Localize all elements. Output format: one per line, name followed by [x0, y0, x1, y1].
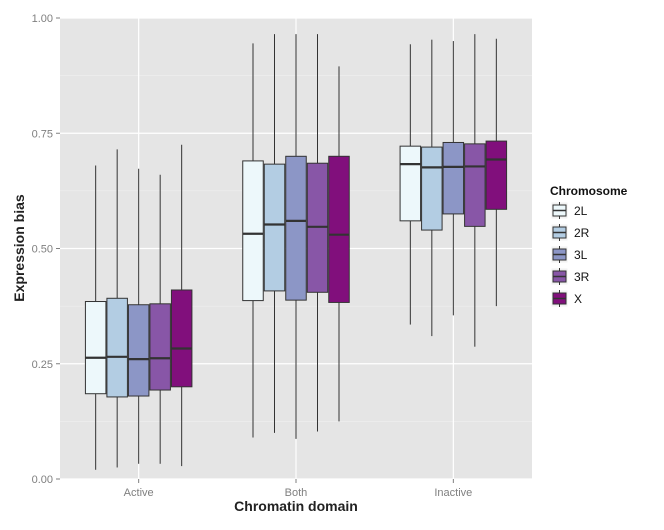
legend-item-3L: 3L — [550, 245, 588, 264]
x-tick-label: Active — [124, 487, 154, 499]
legend-label: X — [574, 292, 582, 306]
box-3R-both — [306, 34, 329, 432]
box-body — [485, 140, 508, 210]
box-2R-both — [263, 34, 286, 433]
x-axis-title: Chromatin domain — [234, 498, 358, 514]
y-axis-ticks: 0.00 0.25 0.50 0.75 1.00 — [32, 13, 60, 486]
box-X-both — [328, 66, 350, 422]
box-body — [421, 146, 443, 231]
box-3R-inactive — [464, 34, 486, 347]
box-3L-both — [285, 34, 307, 439]
box-2L-both — [242, 43, 264, 438]
box-body — [170, 289, 193, 388]
box-body — [328, 155, 350, 303]
x-tick-label: Both — [285, 487, 308, 499]
box-3R-active — [149, 174, 171, 464]
box-body — [285, 155, 307, 301]
box-body — [464, 143, 486, 227]
box-group — [84, 34, 508, 470]
legend-item-2L: 2L — [550, 201, 588, 220]
legend-item-2R: 2R — [550, 223, 590, 242]
y-tick-label: 1.00 — [32, 13, 53, 25]
box-body — [149, 303, 171, 391]
y-axis-title: Expression bias — [11, 194, 27, 302]
legend-item-X: X — [550, 289, 582, 308]
x-axis-ticks: Active Both Inactive — [124, 479, 472, 499]
box-body — [442, 141, 465, 215]
legend-label: 3R — [574, 270, 590, 284]
y-tick-label: 0.00 — [32, 474, 53, 486]
box-2L-inactive — [399, 44, 422, 325]
box-body — [399, 145, 422, 222]
box-body — [84, 301, 107, 395]
box-2L-active — [84, 165, 107, 470]
box-3L-active — [127, 168, 150, 464]
box-body — [127, 304, 150, 397]
legend: Chromosome 2L 2R 3L 3R X — [550, 184, 628, 308]
y-tick-label: 0.50 — [32, 244, 53, 256]
y-tick-label: 0.75 — [32, 128, 53, 140]
legend-label: 2L — [574, 204, 588, 218]
box-X-active — [170, 144, 193, 467]
x-tick-label: Inactive — [434, 487, 472, 499]
legend-label: 2R — [574, 226, 590, 240]
box-body — [242, 160, 264, 302]
box-X-inactive — [485, 38, 508, 307]
box-2R-inactive — [421, 39, 443, 337]
legend-title: Chromosome — [550, 184, 628, 198]
box-3L-inactive — [442, 41, 465, 316]
box-body — [106, 297, 128, 398]
box-body — [263, 163, 286, 292]
legend-label: 3L — [574, 248, 588, 262]
legend-item-3R: 3R — [550, 267, 590, 286]
box-2R-active — [106, 149, 128, 468]
y-tick-label: 0.25 — [32, 359, 53, 371]
